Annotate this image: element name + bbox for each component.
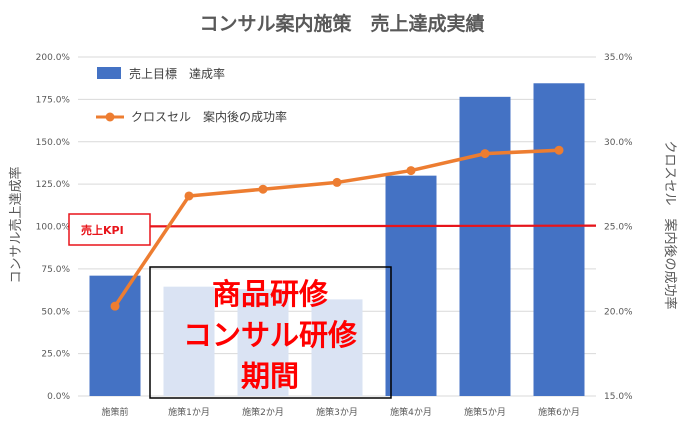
- kpi-label-box: [68, 213, 151, 246]
- annotation-box: [149, 266, 392, 399]
- legend-swatch-bar: [97, 67, 121, 79]
- y-tick-label: 0.0%: [47, 392, 70, 402]
- bar: [311, 299, 363, 396]
- y-tick-label: 100.0%: [36, 223, 71, 233]
- bar-series: [89, 83, 585, 397]
- x-tick-label: 施策3か月: [316, 406, 358, 418]
- x-tick-label: 施策5か月: [464, 406, 506, 418]
- x-axis-ticks: 施策前 施策1か月 施策2か月 施策3か月 施策4か月 施策5か月 施策6か月: [101, 406, 579, 418]
- x-tick-label: 施策4か月: [390, 406, 432, 418]
- right-axis-ticks: 15.0% 20.0% 25.0% 30.0% 35.0%: [604, 53, 633, 402]
- line-point: [332, 177, 342, 187]
- bar: [385, 175, 437, 396]
- kpi-label: 売上KPI: [81, 223, 124, 237]
- line-point: [184, 191, 194, 201]
- x-tick-label: 施策6か月: [538, 406, 580, 418]
- line-point: [554, 145, 564, 155]
- legend-label: 売上目標 達成率: [129, 66, 225, 81]
- y-tick-label: 125.0%: [36, 180, 71, 190]
- line-series: [110, 145, 564, 311]
- y-tick-label: 75.0%: [41, 265, 70, 275]
- x-tick-label: 施策前: [101, 406, 128, 418]
- kpi-line: [67, 224, 597, 228]
- y-tick-label: 50.0%: [41, 307, 70, 317]
- y2-tick-label: 30.0%: [604, 138, 633, 148]
- bar: [163, 286, 215, 396]
- y2-tick-label: 20.0%: [604, 307, 633, 317]
- y2-tick-label: 15.0%: [604, 392, 633, 402]
- y-tick-label: 150.0%: [36, 138, 71, 148]
- legend-swatch-marker: [105, 112, 115, 122]
- line-point: [110, 301, 120, 311]
- y-tick-label: 175.0%: [36, 95, 71, 105]
- bar: [459, 96, 511, 397]
- x-tick-label: 施策2か月: [242, 406, 284, 418]
- line-point: [258, 184, 268, 194]
- kpi-line-group: 売上KPI: [67, 213, 597, 246]
- y2-axis-title: クロスセル 案内後の成功率: [662, 140, 678, 309]
- line-point: [406, 166, 416, 176]
- annotation-text: コンサル研修: [183, 318, 358, 352]
- y-axis-title: コンサル売上達成率: [8, 166, 24, 283]
- annotation-text: 期間: [241, 359, 299, 393]
- bar: [89, 275, 141, 396]
- x-tick-label: 施策1か月: [168, 406, 210, 418]
- legend-label: クロスセル 案内後の成功率: [131, 109, 287, 124]
- y2-tick-label: 35.0%: [604, 53, 633, 63]
- annotation-text: 商品研修: [212, 277, 329, 311]
- left-axis-ticks: 0.0% 25.0% 50.0% 75.0% 100.0% 125.0% 150.0% 175…: [36, 53, 71, 402]
- chart-title: コンサル案内施策 売上達成実績: [199, 12, 484, 35]
- y-tick-label: 200.0%: [36, 53, 71, 63]
- y2-tick-label: 25.0%: [604, 223, 633, 233]
- bar: [533, 83, 585, 397]
- bar: [237, 289, 289, 396]
- y-tick-label: 25.0%: [41, 350, 70, 360]
- line-point: [480, 149, 490, 159]
